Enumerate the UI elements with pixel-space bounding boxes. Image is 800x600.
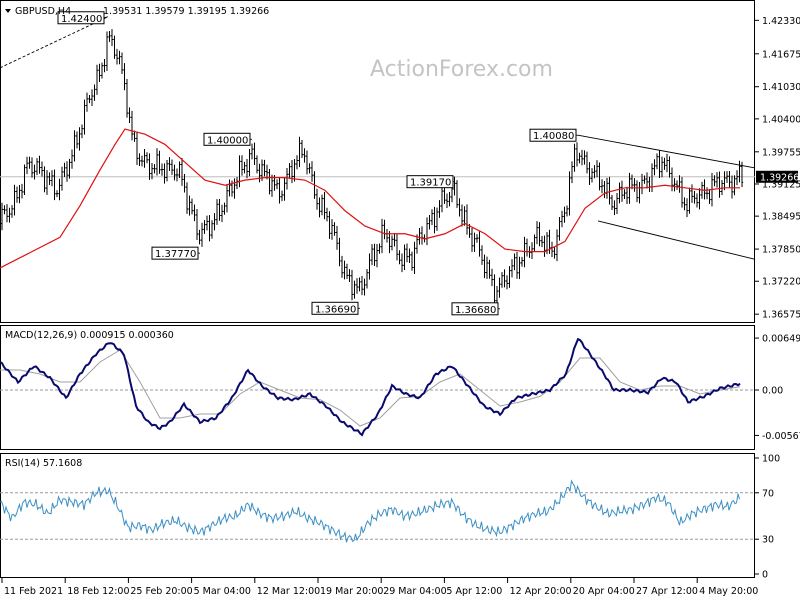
time-tick-label: 5 Mar 04:00 <box>194 586 251 597</box>
price-tick-label: 1.39755 <box>762 147 800 158</box>
trendline <box>597 220 756 260</box>
pivot-labels: 1.42400 1.37770 1.40000 1.36690 1.39170 1.366… <box>57 11 578 316</box>
pivot-label: 1.42400 <box>61 14 102 25</box>
rsi-tick-label: 100 <box>762 454 780 465</box>
rsi-tick-label: 70 <box>762 488 774 499</box>
pivot-label: 1.40000 <box>207 135 248 146</box>
price-tick-label: 1.42330 <box>762 16 800 27</box>
ma-line <box>0 128 740 269</box>
time-tick-label: 29 Mar 04:00 <box>383 586 446 597</box>
time-tick-label: 4 May 20:00 <box>699 586 758 597</box>
price-tick-label: 1.41675 <box>762 49 800 60</box>
price-axis: 1.42330 1.41675 1.41030 1.40400 1.39755 1.391… <box>755 16 800 321</box>
pivot-label-box <box>203 132 251 146</box>
pivot-label-box <box>406 175 454 189</box>
rsi-pane: 100 70 30 0 RSI(14) 57.1608 <box>0 453 780 581</box>
pivot-label-box <box>151 246 199 260</box>
rsi-tick-label: 30 <box>762 535 774 546</box>
macd-tick-label: 0.00 <box>762 386 783 397</box>
time-axis: 11 Feb 2021 18 Feb 12:00 25 Feb 20:00 5 Mar… <box>1 578 758 597</box>
pivot-label: 1.36680 <box>455 305 496 316</box>
pivot-label-box <box>57 11 105 25</box>
moving-average <box>0 128 740 269</box>
rsi-line <box>0 479 740 543</box>
symbol-timeframe: GBPUSD,H4 <box>15 6 71 17</box>
price-pane-border <box>0 0 755 323</box>
pivot-leader <box>103 16 109 19</box>
price-tick-label: 1.39125 <box>762 179 800 190</box>
pivot-label: 1.39170 <box>410 178 451 189</box>
macd-pane: 0.00649 0.00 -0.005679 MACD(12,26,9) 0.000… <box>0 325 800 450</box>
trendline <box>577 134 756 169</box>
price-bars <box>0 29 744 306</box>
dropdown-icon <box>5 9 11 13</box>
rsi-title: RSI(14) 57.1608 <box>5 458 82 469</box>
time-tick-label: 19 Mar 20:00 <box>320 586 383 597</box>
rsi-series-line <box>0 479 740 543</box>
rsi-tick-label: 0 <box>762 570 768 581</box>
macd-axis: 0.00649 0.00 -0.005679 <box>755 334 800 442</box>
pivot-label: 1.40080 <box>533 131 574 142</box>
price-tick-label: 1.38495 <box>762 212 800 223</box>
rsi-pane-border <box>0 453 755 578</box>
trendlines <box>0 16 756 260</box>
price-tick-label: 1.36575 <box>762 310 800 321</box>
pivot-label-box <box>529 128 577 142</box>
time-tick-label: 20 Apr 04:00 <box>573 586 635 597</box>
macd-main-line <box>0 337 741 437</box>
current-price-label: 1.39266 <box>760 172 799 183</box>
pivot-label-box <box>451 302 499 316</box>
rsi-axis: 100 70 30 0 <box>755 454 780 581</box>
watermark: ActionForex.com <box>370 57 553 82</box>
time-tick-label: 25 Feb 20:00 <box>130 586 192 597</box>
price-tick-label: 1.41030 <box>762 82 800 93</box>
price-tick-label: 1.37220 <box>762 277 800 288</box>
time-tick-label: 12 Apr 20:00 <box>510 586 572 597</box>
time-tick-label: 12 Mar 12:00 <box>257 586 320 597</box>
time-tick-label: 5 Apr 12:00 <box>446 586 502 597</box>
price-tick-label: 1.37850 <box>762 245 800 256</box>
macd-pane-border <box>0 325 755 450</box>
macd-tick-label: 0.00649 <box>762 334 800 345</box>
price-tick-label: 1.40400 <box>762 114 800 125</box>
time-tick-label: 11 Feb 2021 <box>4 586 63 597</box>
pivot-label: 1.37770 <box>155 249 196 260</box>
macd-lines <box>0 337 741 437</box>
price-pane: ActionForex.com 1.42400 1.37770 1.40000 1.3… <box>0 0 800 323</box>
pivot-label-box <box>311 301 359 315</box>
ohlc-readout: 1.39531 1.39579 1.39195 1.39266 <box>103 6 269 17</box>
current-price-box <box>756 170 798 183</box>
time-tick-label: 27 Apr 12:00 <box>636 586 698 597</box>
time-tick-label: 18 Feb 12:00 <box>67 586 129 597</box>
macd-title: MACD(12,26,9) 0.000915 0.000360 <box>5 330 174 341</box>
macd-tick-label: -0.005679 <box>762 431 800 442</box>
chart-header: GBPUSD,H4 1.39531 1.39579 1.39195 1.3926… <box>5 6 269 17</box>
rsi-levels <box>0 492 755 540</box>
pivot-label: 1.36690 <box>315 304 356 315</box>
